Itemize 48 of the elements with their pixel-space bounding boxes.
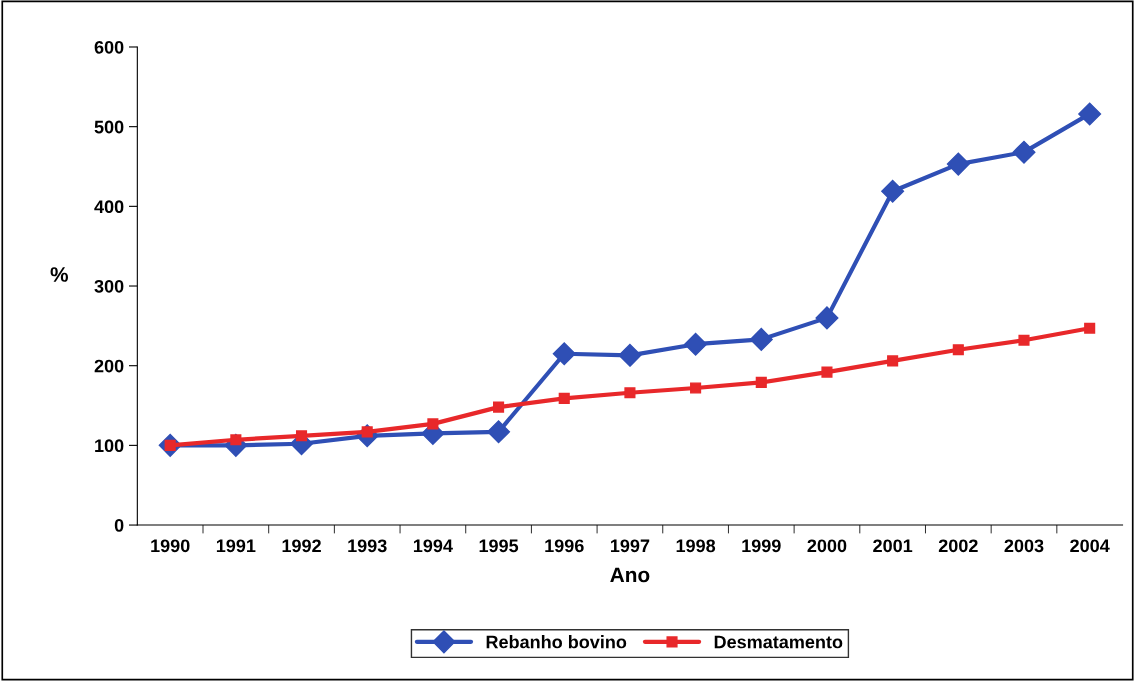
x-tick-label: 1994 — [413, 539, 453, 553]
point — [755, 376, 767, 388]
point — [684, 332, 708, 356]
x-tick-label: 1996 — [545, 539, 584, 553]
y-tick-label: 300 — [94, 279, 124, 293]
x-tick-label: 1998 — [676, 539, 716, 553]
point — [487, 420, 511, 444]
point — [1084, 322, 1096, 334]
x-tick-label: 2000 — [807, 539, 847, 553]
point — [1012, 140, 1036, 164]
point — [427, 418, 439, 430]
x-tick-label: 1991 — [216, 539, 256, 553]
legend-label: Desmatamento — [714, 635, 843, 649]
point — [946, 152, 970, 176]
x-tick-label: 2002 — [938, 539, 978, 553]
point — [881, 179, 905, 203]
x-tick-label: 1999 — [742, 539, 781, 553]
legend-label: Rebanho bovino — [486, 635, 627, 649]
y-tick-label: 400 — [94, 200, 124, 214]
point — [624, 387, 636, 399]
point — [295, 430, 308, 442]
x-tick-label: 1997 — [610, 539, 650, 553]
x-tick-label: 1990 — [151, 539, 190, 553]
point — [749, 327, 773, 351]
point — [552, 342, 576, 366]
point — [952, 344, 964, 356]
x-tick-label: 1992 — [282, 539, 321, 553]
x-tick-label: 1995 — [479, 539, 519, 553]
x-tick-label: 1993 — [348, 539, 387, 553]
x-axis-title: Ano — [610, 567, 650, 583]
point — [815, 306, 839, 330]
y-tick-label: 200 — [94, 359, 124, 373]
point — [493, 401, 505, 413]
y-tick-label: 600 — [94, 40, 124, 54]
point — [690, 382, 702, 394]
point — [887, 355, 899, 367]
x-tick-label: 2004 — [1070, 539, 1110, 553]
point — [558, 392, 570, 404]
y-tick-label: 0 — [114, 518, 124, 532]
y-tick-label: 500 — [94, 120, 124, 134]
x-tick-label: 2001 — [873, 539, 913, 553]
point — [1078, 102, 1102, 126]
y-tick-label: 100 — [95, 439, 124, 453]
point — [618, 343, 642, 367]
point — [1018, 334, 1030, 346]
x-tick-label: 2003 — [1004, 539, 1044, 553]
point — [821, 366, 833, 378]
y-axis-title: % — [50, 267, 69, 282]
